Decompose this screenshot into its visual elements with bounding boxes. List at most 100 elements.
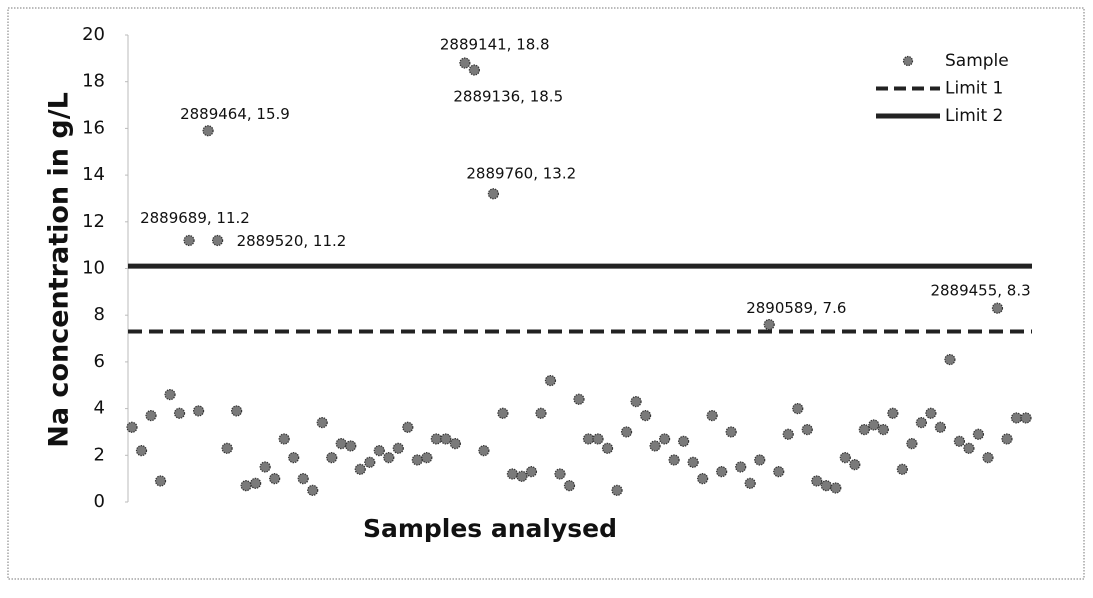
data-label: 2889464, 15.9 — [180, 105, 290, 123]
sample-point — [601, 442, 614, 454]
sample-point — [649, 440, 661, 452]
sample-point — [773, 466, 785, 478]
sample-point — [877, 424, 889, 436]
y-tick-label: 18 — [82, 71, 105, 92]
sample-point — [307, 484, 319, 496]
sample-point — [211, 234, 224, 247]
sample-point — [297, 473, 309, 485]
sample-point — [487, 188, 500, 200]
y-tick-label: 10 — [82, 258, 105, 279]
sample-point — [963, 442, 975, 454]
sample-point — [183, 234, 195, 247]
data-label: 2889760, 13.2 — [466, 164, 576, 182]
sample-point — [525, 466, 538, 478]
sample-point — [354, 463, 366, 475]
sample-point — [982, 452, 994, 464]
sample-point — [250, 477, 262, 489]
sample-point — [335, 438, 347, 450]
legend-label: Sample — [945, 51, 1009, 71]
sample-point — [497, 407, 509, 419]
sample-point — [620, 426, 633, 438]
sample-point — [544, 374, 557, 387]
sample-point — [345, 440, 357, 452]
legend-label: Limit 1 — [945, 79, 1003, 99]
sample-point — [164, 388, 176, 401]
sample-point — [535, 407, 547, 419]
y-tick-label: 2 — [94, 444, 105, 465]
sample-point — [506, 468, 519, 480]
sample-point — [858, 424, 870, 436]
sample-point — [735, 461, 747, 473]
sample-point — [135, 445, 148, 457]
sample-point — [687, 456, 699, 468]
sample-point — [639, 410, 652, 422]
sample-point — [411, 454, 423, 466]
sample-point — [1020, 412, 1032, 424]
sample-point — [896, 463, 908, 475]
sample-point — [820, 480, 832, 492]
sample-point — [706, 410, 718, 422]
sample-point — [573, 393, 585, 405]
sample-point — [754, 454, 766, 466]
sample-point — [173, 407, 186, 419]
sample-point — [953, 435, 966, 447]
sample-point — [231, 405, 243, 417]
sample-point — [459, 57, 471, 69]
sample-point — [792, 403, 804, 415]
sample-point — [421, 452, 433, 464]
sample-point — [801, 424, 813, 436]
sample-point — [145, 410, 157, 422]
sample-point — [658, 433, 671, 445]
frame — [7, 7, 1085, 580]
sample-point — [440, 433, 452, 445]
sample-point — [554, 468, 566, 480]
sample-point — [744, 477, 756, 489]
sample-point — [316, 417, 328, 429]
sample-point — [972, 428, 985, 440]
y-tick-label: 0 — [94, 491, 105, 512]
sample-point — [269, 473, 281, 485]
sample-point — [906, 438, 918, 450]
sample-point — [126, 421, 138, 433]
sample-point — [697, 473, 709, 485]
y-tick-label: 12 — [82, 211, 105, 232]
sample-point — [839, 452, 851, 464]
sample-point — [364, 456, 376, 468]
sample-point — [725, 426, 737, 438]
data-label: 2889141, 18.8 — [440, 36, 550, 54]
sample-point — [1010, 412, 1023, 424]
y-tick-label: 16 — [82, 117, 105, 138]
sample-point — [925, 407, 937, 419]
data-label: 2890589, 7.6 — [746, 299, 846, 317]
sample-point — [383, 452, 395, 464]
y-axis-label: Na concentration in g/L — [44, 92, 75, 448]
data-label: 2889136, 18.5 — [453, 88, 563, 106]
y-tick-label: 20 — [82, 24, 105, 45]
sample-point — [582, 433, 595, 445]
sample-point — [678, 435, 690, 447]
sample-point — [630, 395, 642, 408]
sample-point — [373, 445, 385, 457]
sample-point — [902, 55, 914, 67]
sample-point — [830, 482, 842, 494]
sample-point — [288, 452, 300, 464]
sample-point — [763, 318, 775, 331]
sample-point — [668, 454, 680, 466]
y-tick-label: 4 — [94, 398, 105, 419]
sample-point — [1001, 433, 1013, 445]
y-tick-label: 8 — [94, 304, 105, 325]
sample-point — [392, 442, 404, 454]
sample-point — [944, 353, 956, 366]
sample-point — [449, 438, 461, 450]
sample-point — [716, 466, 728, 478]
sample-point — [478, 445, 490, 457]
sample-point — [611, 484, 623, 496]
sample-point — [915, 417, 927, 429]
sample-point — [326, 452, 338, 464]
sample-point — [468, 64, 480, 76]
sample-point — [221, 442, 233, 454]
sample-point — [430, 433, 442, 445]
sample-point — [849, 459, 861, 471]
sample-point — [516, 470, 528, 482]
